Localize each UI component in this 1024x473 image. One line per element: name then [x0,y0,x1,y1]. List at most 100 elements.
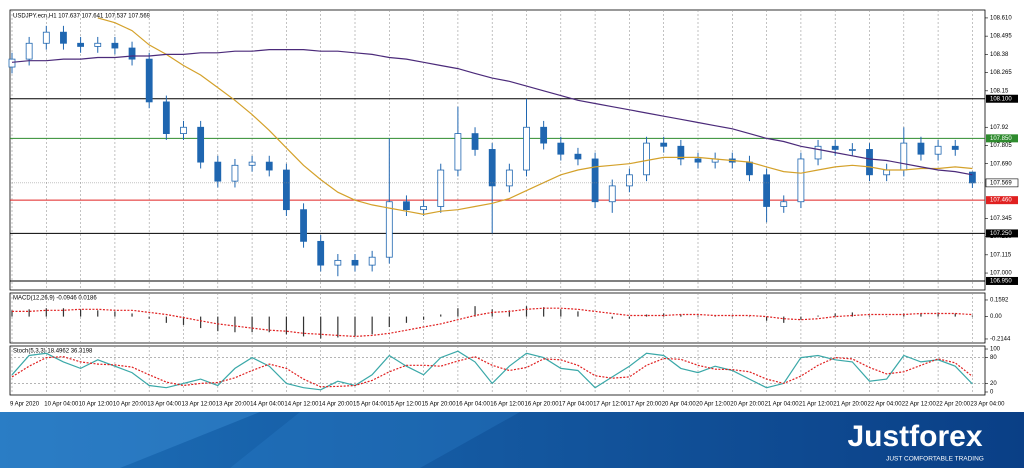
candle-body [214,161,222,182]
candle-body [145,58,153,103]
macd-bar [45,308,47,317]
level-label: 107.460 [990,198,1012,204]
macd-bar [148,316,150,319]
level-label: 107.850 [990,136,1012,142]
x-tick-label: 17 Apr 04:00 [559,402,594,408]
brand-name: Justforex [847,420,982,453]
macd-bar [697,315,699,317]
x-tick-label: 20 Apr 20:00 [730,402,765,408]
x-tick-label: 14 Apr 12:00 [284,402,319,408]
candle-body [437,169,445,207]
indicator-line [12,307,973,338]
y-tick-label: 107.345 [990,216,1012,222]
candle-body [334,259,342,266]
candle-body [540,126,548,144]
y-tick-label: 108.15 [990,88,1009,94]
macd-bar [320,316,322,339]
candle-body [180,126,187,134]
macd-bar [62,308,65,317]
macd-bar [886,316,888,318]
candle-body [60,31,67,44]
x-tick-label: 20 Apr 12:00 [696,402,731,408]
candle-body [831,145,839,150]
x-tick-label: 21 Apr 04:00 [765,402,800,408]
x-tick-label: 13 Apr 04:00 [147,402,182,408]
level-label: 108.100 [990,96,1012,102]
candle-body [660,142,668,147]
candle-body [608,185,616,203]
level-label: 106.950 [990,279,1012,285]
chart-title: USDJPY.ecn,H1 107.637 107.641 107.537 10… [13,14,151,20]
y-tick-label: 108.610 [990,16,1012,22]
candle-body [454,133,462,171]
banner-shape [0,412,260,468]
macd-bar [748,316,751,318]
banner-shape [230,412,520,468]
candle-body [917,142,925,155]
candle-body [420,206,428,211]
y-tick-label: 107.115 [990,252,1012,258]
x-tick-label: 22 Apr 12:00 [902,402,937,408]
main-frame [9,9,986,291]
macd-bar [388,316,390,328]
x-tick-label: 22 Apr 20:00 [936,402,971,408]
x-tick-label: 15 Apr 12:00 [387,402,422,408]
y-tick-label: 108.495 [990,34,1012,40]
candle-body [197,126,205,163]
y-tick-label: 100 [990,347,1001,353]
macd-bar [371,316,373,335]
x-tick-label: 15 Apr 04:00 [353,402,388,408]
y-tick-label: -0.2144 [990,337,1011,343]
y-tick-label: 0.1592 [990,298,1009,304]
candle-body [282,169,290,211]
macd-bar [834,313,836,317]
x-tick-label: 13 Apr 20:00 [216,402,251,408]
macd-bar [80,309,82,317]
candle-body [866,149,873,176]
candle-body [694,158,702,163]
macd-bar [440,314,442,317]
macd-bar [766,316,768,321]
candle-body [951,145,959,150]
candle-body [77,42,84,47]
indicator-line [11,356,973,388]
x-tick-label: 10 Apr 04:00 [44,402,79,408]
candle-body [248,161,256,166]
level-label: 107.250 [990,231,1012,237]
candle-body [368,256,376,266]
x-tick-label: 16 Apr 04:00 [456,402,491,408]
macd-bar [251,316,253,333]
level-box [986,134,1018,143]
indicator-line [11,350,973,391]
brand-tagline: JUST COMFORTABLE TRADING [886,456,984,463]
macd-bar [165,316,167,323]
macd-bar [920,313,922,317]
macd-bar [611,316,613,319]
candle-body [94,42,102,47]
x-tick-label: 13 Apr 12:00 [182,402,217,408]
y-tick-label: 20 [990,381,997,387]
candle-body [265,161,273,171]
candle-body [557,142,565,155]
macd-bar [508,310,510,317]
x-tick-label: 17 Apr 12:00 [593,402,628,408]
candle-body [385,201,393,258]
y-tick-label: 0.00 [990,314,1002,320]
x-tick-label: 10 Apr 20:00 [113,402,148,408]
candle-body [8,58,16,68]
candle-body [231,164,239,182]
y-tick-label: 107.690 [990,161,1012,167]
macd-title: MACD(12,26,9) -0.0946 0.0186 [13,296,97,302]
candle-body [128,47,136,60]
macd-bar [954,313,956,317]
candle-body [780,201,788,207]
macd-bar [474,306,476,317]
candle-body [814,145,822,160]
candle-body [626,174,633,187]
macd-bar [405,316,408,323]
candle-body [523,126,530,171]
candle-body [25,42,33,60]
candle-body [969,171,976,184]
